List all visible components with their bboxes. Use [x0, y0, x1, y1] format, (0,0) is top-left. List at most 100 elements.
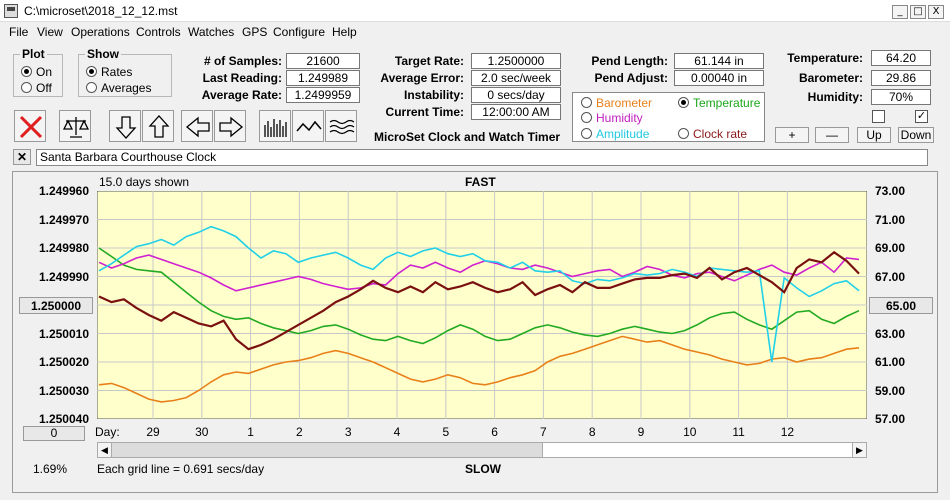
humidity-radio[interactable]: Humidity: [581, 111, 643, 125]
balance-scale-icon: [62, 117, 90, 138]
arrow-left-button[interactable]: [181, 110, 213, 142]
menu-watches[interactable]: Watches: [188, 25, 235, 39]
right-axis-label: 69.00: [875, 241, 906, 255]
checkbox-1[interactable]: [872, 110, 885, 123]
clear-clock-button[interactable]: ✕: [13, 149, 31, 165]
x-tick-label: 9: [637, 425, 645, 439]
menu-gps[interactable]: GPS: [242, 25, 268, 39]
percent-label: 1.69%: [33, 462, 68, 476]
barometer-radio[interactable]: Barometer: [581, 96, 652, 110]
humidity-radio-label: Humidity: [596, 111, 643, 125]
line-view-button[interactable]: [292, 110, 324, 142]
plot-group-title: Plot: [20, 47, 47, 61]
up-button[interactable]: Up: [857, 127, 891, 143]
multi-line-view-button[interactable]: [325, 110, 357, 142]
pend-adjust-label: Pend Adjust:: [594, 71, 668, 85]
clock-rate-radio[interactable]: Clock rate: [678, 127, 747, 141]
right-axis-label: 61.00: [875, 355, 906, 369]
temperature-radio-label: Temperature: [693, 96, 761, 110]
scroll-track[interactable]: [112, 443, 542, 457]
minus-button[interactable]: —: [815, 127, 849, 143]
stop-button[interactable]: [14, 110, 46, 142]
offset-button[interactable]: 0: [23, 426, 85, 441]
temperature-radio[interactable]: Temperature: [678, 96, 760, 110]
series-temperature: [98, 247, 860, 345]
close-x-icon: ✕: [16, 150, 28, 164]
menu-operations[interactable]: Operations: [71, 25, 130, 39]
show-rates-radio[interactable]: Rates: [86, 65, 132, 79]
right-axis-label: 73.00: [875, 184, 906, 198]
clock-name-field[interactable]: Santa Barbara Courthouse Clock: [36, 149, 928, 166]
radio-dot: [581, 97, 592, 108]
samples-value: 21600: [286, 53, 360, 69]
days-shown-label: 15.0 days shown: [99, 175, 190, 189]
x-tick-label: 4: [393, 425, 401, 439]
menu-file[interactable]: File: [9, 25, 29, 39]
left-axis-label: 1.250040: [38, 412, 89, 426]
left-axis-label: 1.249960: [38, 184, 89, 198]
balance-button[interactable]: [59, 110, 91, 142]
x-tick-label: 7: [540, 425, 547, 439]
menu-controls[interactable]: Controls: [136, 25, 181, 39]
scroll-left-icon[interactable]: ◀: [98, 443, 112, 457]
right-axis-label: 57.00: [875, 412, 906, 426]
menu-bar: File View Operations Controls Watches GP…: [0, 22, 950, 42]
show-averages-radio[interactable]: Averages: [86, 81, 151, 95]
series-amplitude: [98, 225, 860, 363]
show-group: Show Rates Averages: [78, 47, 172, 97]
maximize-button[interactable]: □: [910, 5, 926, 19]
window-title: C:\microset\2018_12_12.mst: [24, 4, 178, 18]
average-rate-value: 1.2499959: [286, 87, 360, 103]
radio-dot: [21, 66, 32, 77]
plot-on-radio[interactable]: On: [21, 65, 52, 79]
left-axis-label: 1.249990: [38, 269, 89, 284]
plot-off-label: Off: [36, 81, 52, 95]
amplitude-radio[interactable]: Amplitude: [581, 127, 649, 141]
sensor-select-group: Barometer Temperature Humidity Clock rat…: [572, 92, 765, 142]
temperature-label: Temperature:: [787, 51, 863, 65]
menu-configure[interactable]: Configure: [273, 25, 326, 39]
radio-dot: [678, 97, 689, 108]
app-icon: [4, 4, 18, 18]
amplitude-radio-label: Amplitude: [596, 127, 650, 141]
minimize-button[interactable]: _: [892, 5, 908, 19]
rate-chart: [97, 191, 867, 419]
x-tick-label: 8: [588, 425, 596, 439]
average-error-label: Average Error:: [380, 71, 464, 85]
plot-off-radio[interactable]: Off: [21, 81, 52, 95]
last-reading-value: 1.249989: [286, 70, 360, 86]
current-time-label: Current Time:: [385, 105, 464, 119]
arrow-down-button[interactable]: [109, 110, 141, 142]
radio-dot: [86, 66, 97, 77]
barometer-radio-label: Barometer: [596, 96, 653, 110]
scroll-right-icon[interactable]: ▶: [852, 443, 866, 457]
temperature-value: 64.20: [871, 50, 931, 66]
left-axis-label: 1.250030: [38, 383, 89, 398]
day-prefix-label: Day:: [95, 425, 120, 439]
fast-label: FAST: [465, 175, 496, 189]
left-axis-label[interactable]: 1.250000: [19, 297, 93, 314]
arrow-right-button[interactable]: [214, 110, 246, 142]
down-button[interactable]: Down: [898, 127, 934, 143]
instability-value: 0 secs/day: [471, 87, 561, 103]
menu-view[interactable]: View: [37, 25, 63, 39]
checkbox-2[interactable]: ✓: [915, 110, 928, 123]
average-error-value: 2.0 sec/week: [471, 70, 561, 86]
wave-line-icon: [296, 120, 322, 132]
radio-dot: [581, 128, 592, 139]
menu-help[interactable]: Help: [332, 25, 357, 39]
plus-button[interactable]: +: [775, 127, 809, 143]
arrow-down-icon: [115, 116, 137, 139]
radio-dot: [21, 82, 32, 93]
close-button[interactable]: X: [928, 5, 944, 19]
bar-view-button[interactable]: [259, 110, 291, 142]
right-axis-label[interactable]: 65.00: [869, 297, 933, 314]
horizontal-scrollbar[interactable]: ◀ ▶: [97, 442, 867, 458]
pend-length-value: 61.144 in: [674, 53, 764, 69]
target-rate-value: 1.2500000: [471, 53, 561, 69]
arrow-up-button[interactable]: [142, 110, 174, 142]
right-axis-label: 71.00: [875, 212, 906, 227]
humidity-value: 70%: [871, 89, 931, 105]
scroll-thumb[interactable]: [542, 443, 852, 457]
x-tick-label: 2: [296, 425, 303, 439]
